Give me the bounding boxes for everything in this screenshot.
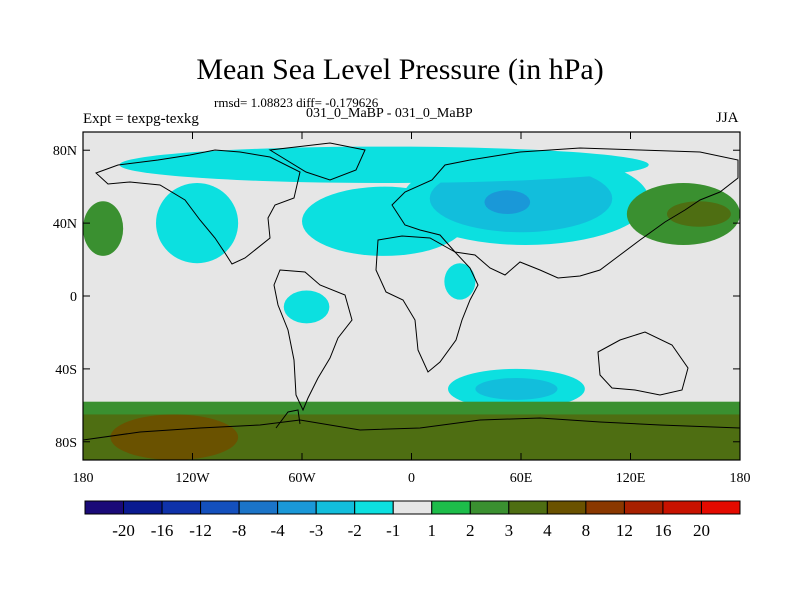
colorbar-label: -2 xyxy=(348,521,362,540)
colorbar-label: 20 xyxy=(693,521,710,540)
x-tick-label: 120W xyxy=(175,471,210,486)
region-indian-ocean-low-core xyxy=(475,378,558,400)
colorbar-label: -4 xyxy=(271,521,286,540)
colorbar-label: 1 xyxy=(428,521,437,540)
x-tick-label: 0 xyxy=(408,471,415,486)
colorbar-label: 8 xyxy=(582,521,591,540)
y-axis: 80N 40N 0 40S 80S xyxy=(53,144,740,451)
colorbar-swatch xyxy=(662,500,702,515)
colorbar-label: 3 xyxy=(505,521,514,540)
y-tick-label: 80S xyxy=(55,436,77,451)
experiment-label: Expt = texpg-texkg xyxy=(83,111,199,127)
region-asia-low-center xyxy=(484,190,531,214)
region-north-pacific-high-anomaly xyxy=(83,201,124,256)
colorbar-label: 4 xyxy=(543,521,552,540)
region-north-america-low xyxy=(156,183,239,264)
colorbar-swatch xyxy=(585,500,625,515)
chart-title: Mean Sea Level Pressure (in hPa) xyxy=(196,53,604,86)
x-tick-label: 60E xyxy=(510,471,533,486)
region-arctic-low xyxy=(119,146,649,184)
anomaly-regions xyxy=(83,146,740,460)
coastlines xyxy=(83,142,740,441)
coastline-australia xyxy=(597,331,689,396)
x-tick-label: 180 xyxy=(73,471,94,486)
colorbar-label: 16 xyxy=(654,521,671,540)
x-axis: 180 120W 60W 0 60E 120E 180 xyxy=(73,132,751,486)
region-south-america-low xyxy=(283,290,330,324)
x-tick-label: 60W xyxy=(288,471,316,486)
plot-area xyxy=(83,132,740,460)
colorbar-swatch xyxy=(200,500,240,515)
colorbar-swatch xyxy=(315,500,356,515)
coastline-eurasia xyxy=(391,147,739,279)
x-tick-label: 120E xyxy=(616,471,646,486)
colorbar-swatch xyxy=(392,500,433,515)
colorbar-label: -1 xyxy=(386,521,400,540)
colorbar-label: -12 xyxy=(189,521,212,540)
region-arabia-africa-low xyxy=(444,263,476,300)
colorbar-swatch xyxy=(354,500,394,515)
colorbar-label: -8 xyxy=(232,521,246,540)
case-names: 031_0_MaBP - 031_0_MaBP xyxy=(306,106,473,121)
y-tick-label: 40N xyxy=(53,217,77,232)
colorbar-swatch xyxy=(161,500,202,515)
colorbar-swatch xyxy=(700,500,741,515)
coastline-south-america xyxy=(273,269,353,412)
colorbar-swatch xyxy=(431,500,471,515)
colorbar-label: 2 xyxy=(466,521,475,540)
coastline-antarctica xyxy=(83,417,740,441)
y-tick-label: 40S xyxy=(55,363,77,378)
colorbar-label: -16 xyxy=(151,521,174,540)
colorbar-swatch xyxy=(546,500,587,515)
season-label: JJA xyxy=(716,110,739,126)
colorbar-swatch xyxy=(508,500,548,515)
y-tick-label: 80N xyxy=(53,144,77,159)
y-tick-label: 0 xyxy=(70,290,77,305)
colorbar-label: 12 xyxy=(616,521,633,540)
colorbar-swatch xyxy=(123,500,163,515)
colorbar-swatch xyxy=(238,500,279,515)
coastline-greenland xyxy=(268,142,366,181)
chart-subtitle: rmsd= 1.08823 diff= -0.179626 xyxy=(214,95,379,110)
colorbar-label: -20 xyxy=(112,521,135,540)
x-tick-label: 180 xyxy=(730,471,751,486)
colorbar-swatch xyxy=(84,500,125,515)
colorbar-label: -3 xyxy=(309,521,323,540)
coastline-africa xyxy=(375,235,479,373)
coastline-north-america xyxy=(95,149,301,265)
colorbar-swatch xyxy=(623,500,664,515)
region-pacific-sector-high xyxy=(110,414,239,460)
colorbar-swatch xyxy=(277,500,317,515)
coastline-antarctic-peninsula xyxy=(275,409,301,429)
region-north-pacific-high-core xyxy=(667,201,731,227)
colorbar: -20 -16 -12 -8 -4 -3 -2 -1 1 2 3 4 8 12 16 20 xyxy=(84,500,741,540)
colorbar-swatch xyxy=(469,500,510,515)
